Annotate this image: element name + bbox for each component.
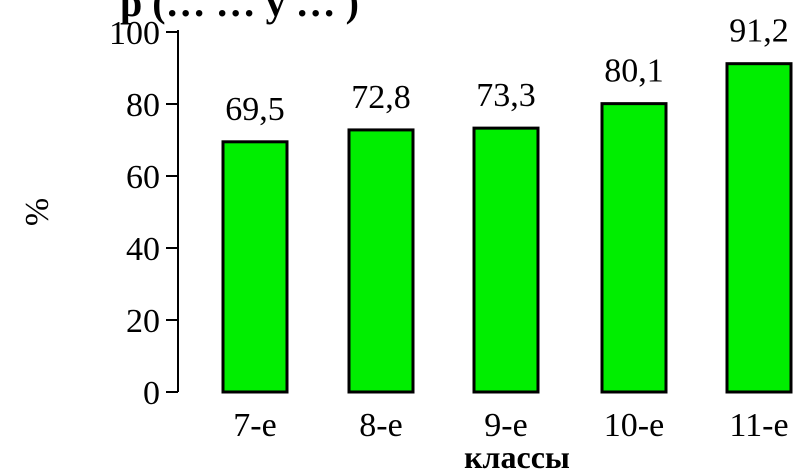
y-tick-label: 0 xyxy=(143,375,160,412)
bars-group: 69,5 72,8 73,3 80,1 91,2 xyxy=(221,13,793,394)
data-label: 80,1 xyxy=(604,53,664,90)
x-tick-label: 8-е xyxy=(359,407,402,444)
x-tick-label: 9-е xyxy=(484,407,527,444)
data-label: 91,2 xyxy=(729,13,789,50)
y-axis-title: % xyxy=(19,198,56,226)
x-tick-labels: 7-е 8-е 9-е 10-е 11-е xyxy=(233,407,788,444)
bar-11-е xyxy=(725,62,793,394)
y-tick-label: 100 xyxy=(109,15,160,52)
y-axis-ticks: 0 20 40 60 80 100 xyxy=(109,15,178,412)
y-tick-label: 60 xyxy=(126,159,160,196)
x-axis-title: классы xyxy=(464,439,570,475)
chart-title-fragment: р (… … у … ) xyxy=(120,0,359,25)
y-tick-label: 20 xyxy=(126,303,160,340)
x-tick-label: 7-е xyxy=(233,407,276,444)
bar-10-е xyxy=(600,102,668,394)
x-tick-label: 10-е xyxy=(604,407,664,444)
data-label: 73,3 xyxy=(476,77,536,114)
data-label: 72,8 xyxy=(351,79,411,116)
data-label: 69,5 xyxy=(225,91,285,128)
bar-9-е xyxy=(472,126,540,394)
bar-8-е xyxy=(347,128,415,394)
bar-7-е xyxy=(221,140,289,394)
y-tick-label: 40 xyxy=(126,231,160,268)
y-tick-label: 80 xyxy=(126,87,160,124)
x-tick-label: 11-е xyxy=(729,407,788,444)
